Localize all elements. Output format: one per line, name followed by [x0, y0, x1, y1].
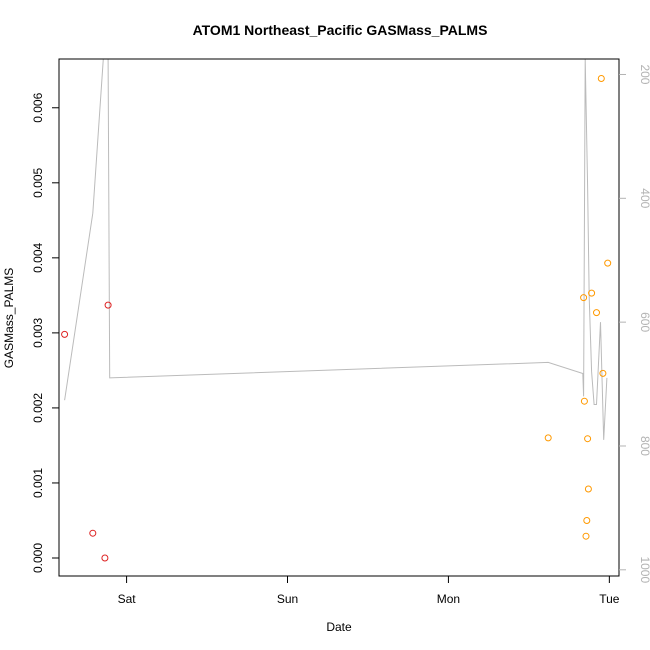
data-point [584, 485, 592, 493]
data-point [580, 397, 588, 405]
data-point [89, 529, 97, 537]
y-tick-label: 0.006 [31, 92, 45, 122]
x-tick-label: Sat [118, 592, 137, 606]
right-tick-label: 400 [638, 188, 650, 208]
x-tick-label: Mon [437, 592, 460, 606]
x-axis-label: Date [326, 620, 352, 634]
data-point [584, 435, 592, 443]
data-point [61, 330, 69, 338]
right-tick-label: 800 [638, 436, 650, 456]
plot-area [61, 58, 612, 562]
data-point [544, 434, 552, 442]
right-tick-label: 600 [638, 312, 650, 332]
data-point [580, 294, 588, 302]
data-point [104, 301, 112, 309]
data-point [582, 532, 590, 540]
y-axis-label: GASMass_PALMS [2, 268, 16, 368]
data-point [597, 75, 605, 82]
y-tick-label: 0.004 [31, 243, 45, 273]
right-axis: 200 400 600 800 1000 [619, 64, 650, 583]
right-tick-label: 200 [638, 64, 650, 84]
y-axis: 0.000 0.001 0.002 0.003 0.004 0.005 0.006 [31, 92, 59, 573]
data-point [599, 369, 607, 377]
data-point [604, 259, 612, 267]
data-point [101, 554, 109, 562]
x-axis: Sat Sun Mon Tue [118, 576, 620, 606]
data-point [588, 289, 596, 297]
x-tick-label: Sun [277, 592, 298, 606]
right-tick-label: 1000 [638, 556, 650, 583]
pressure-line [64, 58, 608, 440]
y-tick-label: 0.001 [31, 468, 45, 498]
y-tick-label: 0.000 [31, 543, 45, 573]
plot-frame [58, 58, 620, 577]
y-tick-label: 0.005 [31, 167, 45, 197]
x-tick-label: Tue [599, 592, 620, 606]
y-tick-label: 0.003 [31, 318, 45, 348]
chart-title: ATOM1 Northeast_Pacific GASMass_PALMS [193, 22, 488, 38]
y-tick-label: 0.002 [31, 393, 45, 423]
data-point [593, 309, 600, 317]
data-point [583, 517, 591, 524]
